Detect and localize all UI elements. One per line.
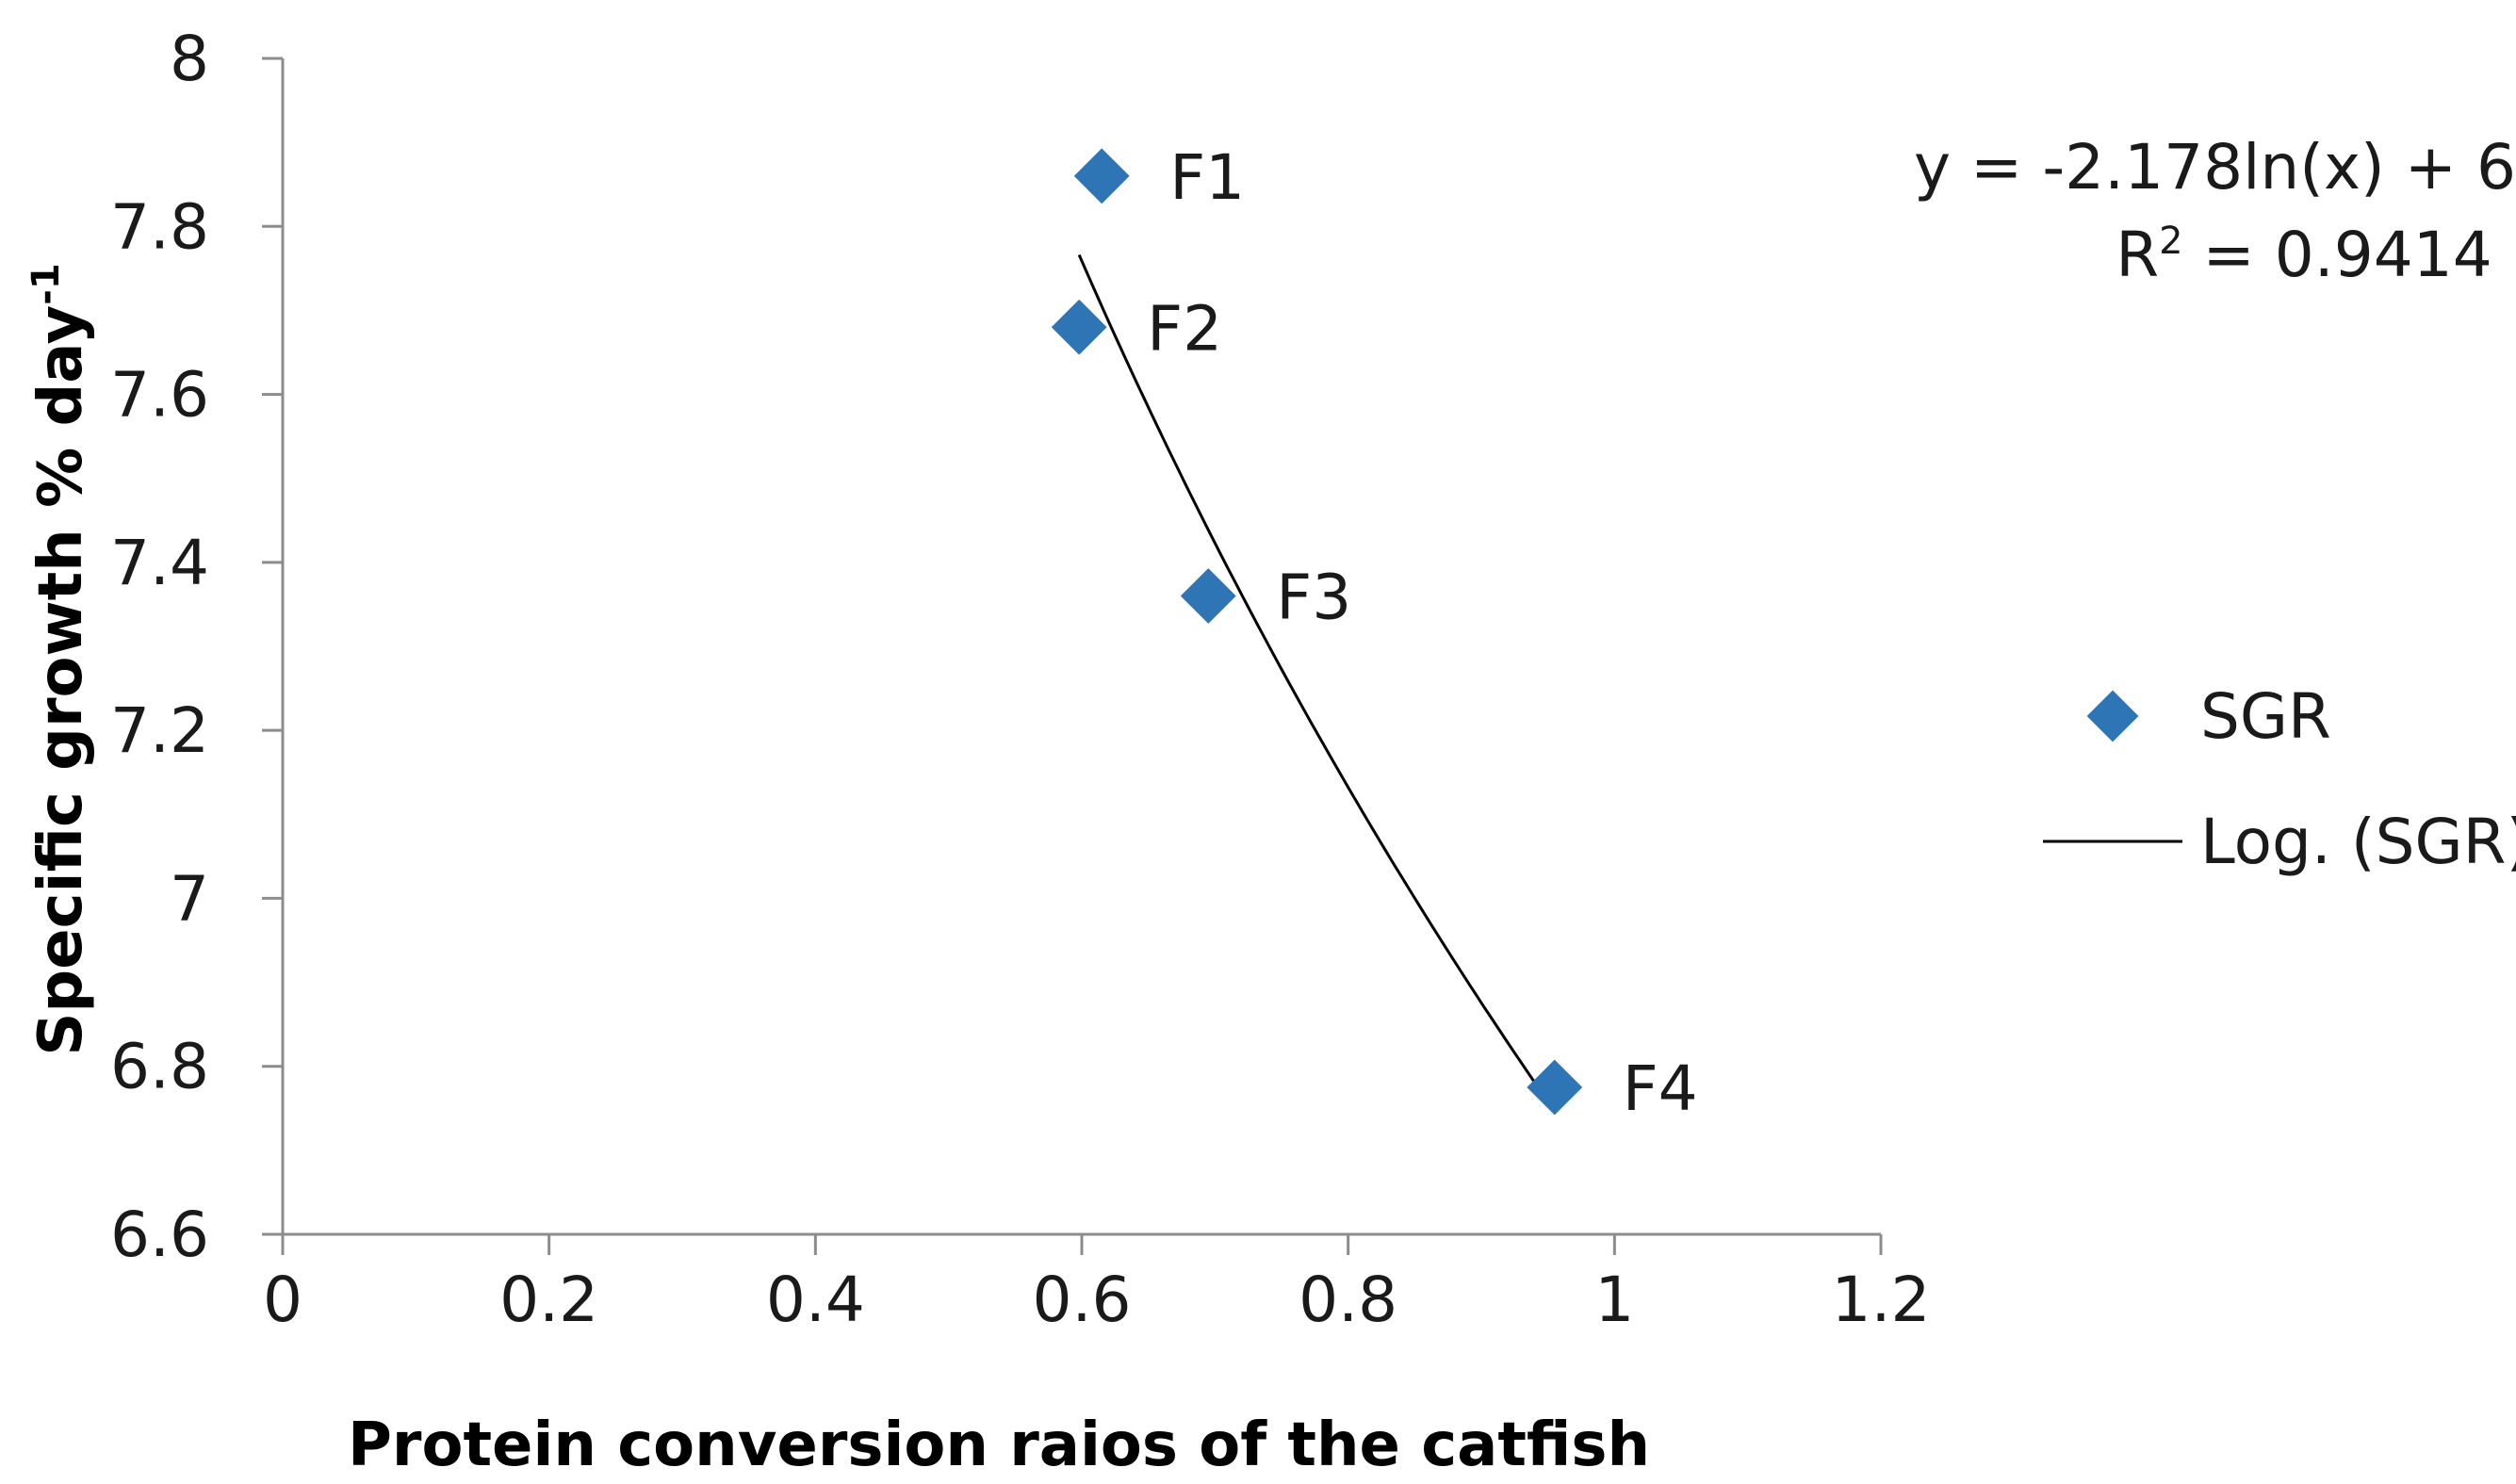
point-label-f4: F4 [1623, 1052, 1698, 1125]
y-tick-label: 6.8 [110, 1031, 209, 1103]
y-tick-label: 6.6 [110, 1199, 209, 1271]
trendline-equation: y = -2.178ln(x) + 6.6462 [1914, 131, 2516, 204]
y-axis-title: Specific growth % day-1 [25, 263, 96, 1055]
y-tick-label: 8 [170, 23, 209, 95]
x-axis-title: Protein conversion raios of the catfish [348, 1411, 1650, 1480]
y-tick-label: 7.6 [110, 359, 209, 432]
legend: SGR Log. (SGR) [2043, 680, 2516, 878]
y-axis-title-main: Specific growth % day [26, 305, 96, 1056]
x-tick-label: 1 [1594, 1264, 1634, 1336]
x-tick-label: 0.4 [766, 1264, 865, 1336]
legend-trendline-label: Log. (SGR) [2200, 806, 2516, 878]
x-tick-label: 0.2 [499, 1264, 598, 1336]
x-ticks: 0 0.2 0.4 0.6 0.8 1 1.2 [263, 1234, 1930, 1336]
legend-sgr-label: SGR [2200, 680, 2331, 753]
trendline-curve [1077, 253, 1556, 1113]
y-axis-title-superscript: -1 [25, 263, 68, 304]
r-squared-superscript: 2 [2159, 220, 2182, 263]
y-tick-label: 7 [170, 862, 209, 935]
x-tick-label: 0.8 [1299, 1264, 1397, 1336]
r-squared-value: = 0.9414 [2183, 219, 2492, 291]
r-squared-label: R2 = 0.9414 [2116, 219, 2492, 291]
point-label-f2: F2 [1147, 292, 1222, 365]
data-point-f1 [1073, 148, 1130, 204]
data-point-f2 [1051, 299, 1107, 355]
trendline-group [1077, 253, 1556, 1113]
legend-sgr-marker [2086, 690, 2139, 742]
point-label-f1: F1 [1169, 141, 1245, 214]
y-tick-label: 7.4 [110, 527, 209, 599]
points-group: F1 F2 F3 F4 [1051, 141, 1698, 1125]
x-tick-label: 0 [263, 1264, 302, 1336]
y-tick-label: 7.2 [110, 694, 209, 767]
point-label-f3: F3 [1276, 562, 1351, 634]
x-tick-label: 0.6 [1033, 1264, 1132, 1336]
x-tick-label: 1.2 [1832, 1264, 1931, 1336]
data-point-f4 [1527, 1059, 1583, 1116]
data-point-f3 [1180, 568, 1236, 624]
y-tick-label: 7.8 [110, 190, 209, 263]
y-ticks: 6.6 6.8 7 7.2 7.4 7.6 7.8 8 [110, 23, 283, 1271]
r-squared-prefix: R [2116, 219, 2159, 291]
